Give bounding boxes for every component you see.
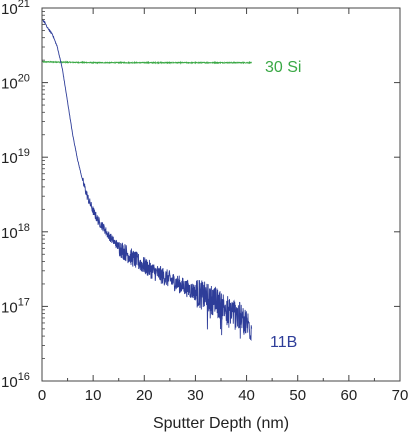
y-tick-label: 1021 — [1, 0, 30, 18]
y-tick-label: 1017 — [1, 296, 30, 316]
x-tick-label: 0 — [38, 387, 46, 404]
x-tick-label: 10 — [85, 387, 102, 404]
x-tick-label: 20 — [136, 387, 153, 404]
series-line — [41, 60, 252, 65]
axes-layer — [41, 7, 401, 382]
y-tick-label: 1018 — [1, 222, 30, 242]
x-axis-title: Sputter Depth (nm) — [153, 415, 289, 432]
x-tick-label: 50 — [289, 387, 306, 404]
series-layer — [41, 18, 253, 342]
x-tick-label: 30 — [187, 387, 204, 404]
x-tick-label: 40 — [238, 387, 255, 404]
series-label: 11B — [270, 334, 297, 351]
series-line — [41, 18, 253, 342]
series-30-si — [41, 60, 252, 65]
plot-frame — [41, 7, 401, 382]
labels-layer: 0 10 20 30 40 50 60 701016101710181019102010213… — [1, 0, 408, 404]
y-tick-label: 1020 — [1, 73, 30, 93]
series-label: 30 Si — [265, 59, 301, 76]
x-tick-label: 60 — [341, 387, 358, 404]
y-tick-label: 1019 — [1, 147, 30, 167]
x-tick-label: 70 — [392, 387, 409, 404]
series-11b — [41, 18, 253, 342]
y-tick-label: 1016 — [1, 371, 30, 391]
